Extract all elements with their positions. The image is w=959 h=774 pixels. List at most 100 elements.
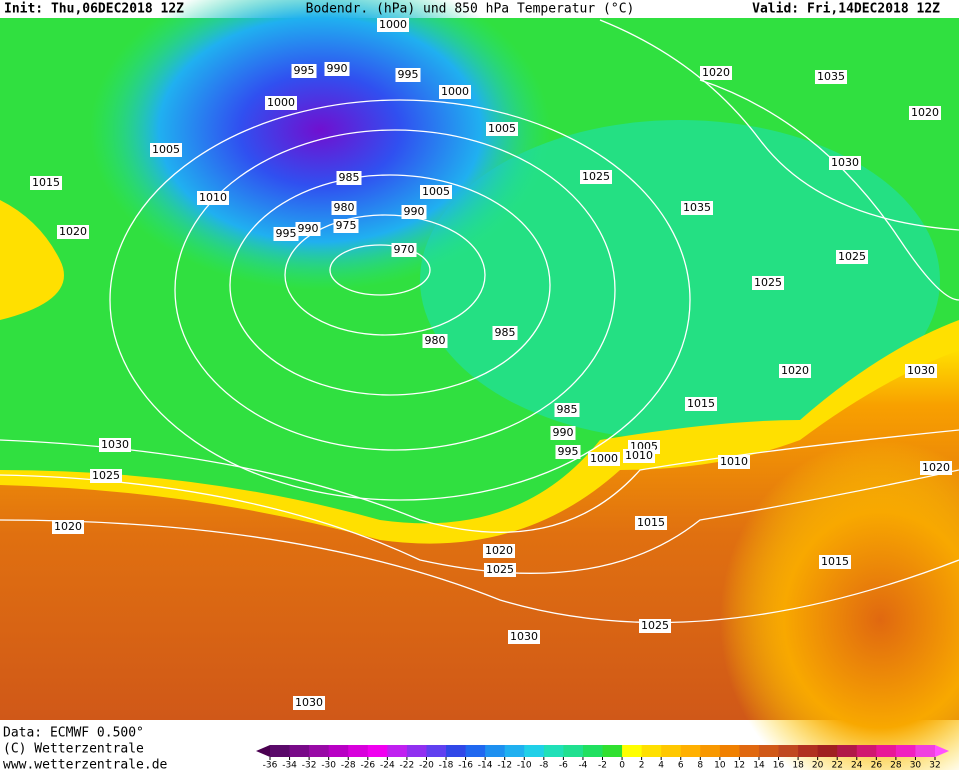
colorbar-swatch	[602, 745, 623, 757]
isobar-label: 1030	[907, 364, 935, 377]
isobar-label: 980	[425, 334, 446, 347]
colorbar-label: -36	[263, 761, 278, 771]
isobar-label-bg	[439, 85, 471, 99]
colorbar-label: 26	[871, 761, 883, 771]
isobar-label-bg	[486, 122, 518, 136]
isobar-label: 985	[495, 326, 516, 339]
isobar-label: 1030	[510, 630, 538, 643]
data-source: Data: ECMWF 0.500°	[3, 726, 144, 741]
colorbar-label: -28	[341, 761, 356, 771]
isobar-label-bg	[99, 438, 131, 452]
colorbar-label: 0	[619, 761, 625, 771]
isobar-label-bg	[30, 176, 62, 190]
isobar-label: 990	[298, 222, 319, 235]
isobar-label-bg	[90, 469, 122, 483]
colorbar-swatch	[895, 745, 916, 757]
colorbar-swatch	[309, 745, 330, 757]
isobar-label-bg	[483, 544, 515, 558]
isobar-label-bg	[555, 445, 581, 459]
isobar-label: 1020	[485, 544, 513, 557]
colorbar-label: 6	[678, 761, 684, 771]
isobar-label-bg	[508, 630, 540, 644]
isobar-label-bg	[377, 18, 409, 32]
isobar-label: 1010	[199, 191, 227, 204]
colorbar-label: -32	[302, 761, 317, 771]
colorbar-swatch	[387, 745, 408, 757]
colorbar-swatch	[837, 745, 858, 757]
isobar-label: 1030	[295, 696, 323, 709]
isobar-label-bg	[293, 696, 325, 710]
isobar-label-bg	[623, 449, 655, 463]
colorbar-label: 2	[639, 761, 645, 771]
colorbar-label: -8	[539, 761, 548, 771]
isobar-label: 1025	[582, 170, 610, 183]
colorbar-label: 28	[890, 761, 902, 771]
isobar-label-bg	[401, 205, 427, 219]
isobar-label: 1000	[267, 96, 295, 109]
isobar-label: 1000	[379, 18, 407, 31]
colorbar-swatch	[485, 745, 506, 757]
isobar-label-bg	[718, 455, 750, 469]
source-url: www.wetterzentrale.de	[3, 758, 168, 771]
isobar-label: 1015	[687, 397, 715, 410]
colorbar-label: -2	[598, 761, 607, 771]
colorbar-label: -16	[458, 761, 473, 771]
isobar-label: 995	[558, 445, 579, 458]
map-title: Bodendr. (hPa) und 850 hPa Temperatur (°…	[306, 2, 635, 17]
isobar-label-bg	[484, 563, 516, 577]
colorbar-label: 4	[658, 761, 664, 771]
colorbar-label: -18	[439, 761, 454, 771]
isobar-label: 990	[327, 62, 348, 75]
isobar-label: 970	[394, 243, 415, 256]
colorbar-label: -30	[321, 761, 336, 771]
colorbar-swatch	[348, 745, 369, 757]
isobars	[0, 19, 959, 624]
isobar-label: 1020	[922, 461, 950, 474]
isobar-label-bg	[331, 201, 357, 215]
isobar-label-bg	[905, 364, 937, 378]
isobar-label: 990	[404, 205, 425, 218]
colorbar-label: 14	[753, 761, 765, 771]
isobar-label: 1020	[54, 520, 82, 533]
warm-west	[0, 200, 64, 320]
isobar-label: 1010	[625, 449, 653, 462]
colorbar-label: -34	[282, 761, 297, 771]
isobar-label-bg	[492, 326, 518, 340]
isobar-label-bg	[395, 68, 421, 82]
colorbar-label: 8	[697, 761, 703, 771]
isobar-label-bg	[681, 201, 713, 215]
colorbar-swatch	[622, 745, 643, 757]
isobar-label-bg	[819, 555, 851, 569]
colorbar-swatch	[778, 745, 799, 757]
isobar-label: 1015	[821, 555, 849, 568]
colorbar-label: 20	[812, 761, 824, 771]
isobar-label-bg	[779, 364, 811, 378]
colorbar-label: -14	[478, 761, 493, 771]
isobar-label-bg	[815, 70, 847, 84]
isobar-label-bg	[57, 225, 89, 239]
warm-area	[0, 350, 959, 720]
colorbar-label: -12	[497, 761, 512, 771]
isobar-label: 1020	[702, 66, 730, 79]
isobar-label-bg	[265, 96, 297, 110]
colorbar-swatch	[856, 745, 877, 757]
isobar-label-bg	[920, 461, 952, 475]
isobar-label: 1035	[817, 70, 845, 83]
isobar-label: 995	[276, 227, 297, 240]
isobar-label-bg	[336, 171, 362, 185]
colorbar-swatch	[758, 745, 780, 757]
isobar-label: 1030	[101, 438, 129, 451]
isobar-label-bg	[550, 426, 576, 440]
colorbar-label: -6	[559, 761, 568, 771]
colorbar-swatch	[798, 745, 819, 757]
isobar-label-bg	[291, 64, 317, 78]
isobar-label-bg	[391, 243, 417, 257]
isobar-label: 1010	[720, 455, 748, 468]
isobar-label: 980	[334, 201, 355, 214]
colorbar-label: 22	[831, 761, 842, 771]
isobar-label-bg	[197, 191, 229, 205]
isobar-label: 1020	[911, 106, 939, 119]
isobar-label: 1005	[488, 122, 516, 135]
colorbar-swatch	[289, 745, 310, 757]
colorbar-label: -26	[360, 761, 375, 771]
